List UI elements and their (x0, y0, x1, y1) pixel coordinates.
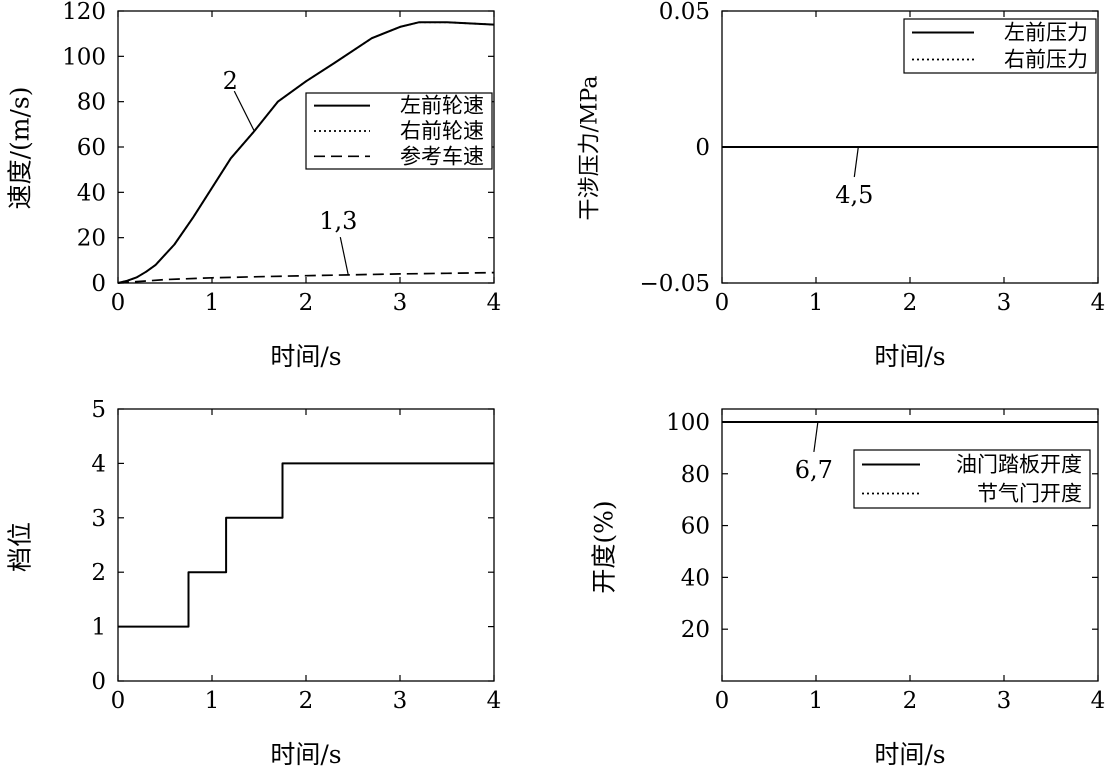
x-tick-label: 3 (997, 290, 1012, 316)
y-tick-label: 100 (62, 44, 106, 70)
y-tick-label: 80 (77, 90, 106, 116)
x-tick-label: 2 (903, 688, 918, 714)
y-tick-label: 40 (77, 180, 106, 206)
x-tick-label: 2 (299, 688, 314, 714)
y-tick-label: 60 (681, 514, 710, 540)
y-tick-label: 20 (77, 226, 106, 252)
x-tick-label: 4 (487, 290, 502, 316)
annotation-label: 2 (223, 67, 238, 95)
x-axis-label: 时间/s (270, 342, 341, 371)
y-tick-label: 4 (91, 451, 106, 477)
legend-entry: 油门踏板开度 (956, 453, 1082, 477)
y-tick-label: 0 (695, 135, 710, 161)
y-tick-label: 0 (91, 271, 106, 297)
x-axis-label: 时间/s (874, 342, 945, 371)
legend-entry: 左前压力 (1004, 21, 1088, 45)
y-tick-label: 5 (91, 397, 106, 423)
y-axis-label: 档位 (6, 522, 35, 572)
panel-bottom-left: 0 1 2 3 4 0 1 2 3 4 5 时间/s 档位 (6, 397, 502, 769)
x-tick-label: 1 (205, 290, 220, 316)
y-tick-label: −0.05 (640, 271, 710, 297)
y-axis-label: 干涉压力/MPa (578, 76, 603, 221)
x-axis-label: 时间/s (270, 740, 341, 769)
series-line-2 (117, 21, 495, 284)
x-tick-label: 1 (809, 688, 824, 714)
y-tick-label: 100 (666, 410, 710, 436)
y-tick-label: 3 (91, 506, 106, 532)
x-axis-label: 时间/s (874, 740, 945, 769)
legend-entry: 右前压力 (1004, 48, 1088, 72)
annotation-leader (813, 421, 819, 453)
annotation-leader (853, 146, 859, 178)
annotation-label: 6,7 (795, 456, 833, 484)
x-tick-label: 2 (299, 290, 314, 316)
x-tick-label: 4 (1091, 688, 1106, 714)
legend-entry: 节气门开度 (977, 482, 1082, 506)
y-tick-label: 0 (91, 669, 106, 695)
plot-frame (117, 408, 495, 682)
y-tick-label: 1 (91, 615, 106, 641)
y-tick-label: 2 (91, 560, 106, 586)
annotation-label: 4,5 (835, 181, 873, 209)
x-tick-label: 1 (809, 290, 824, 316)
y-tick-label: 40 (681, 565, 710, 591)
legend-entry: 右前轮速 (400, 119, 484, 143)
x-tick-label: 0 (715, 688, 730, 714)
x-tick-label: 0 (111, 688, 126, 714)
y-axis-label: 开度(%) (590, 500, 619, 593)
y-tick-label: 0.05 (659, 0, 710, 25)
x-tick-label: 0 (111, 290, 126, 316)
x-tick-label: 2 (903, 290, 918, 316)
legend-box (853, 449, 1091, 509)
x-tick-label: 4 (1091, 290, 1106, 316)
x-tick-label: 4 (487, 688, 502, 714)
y-axis-label: 速度/(m/s) (6, 87, 35, 210)
series-line-1 (118, 462, 494, 628)
x-tick-label: 0 (715, 290, 730, 316)
annotation-leader (339, 236, 349, 276)
annotation-label: 1,3 (319, 207, 357, 235)
x-tick-label: 3 (393, 290, 408, 316)
legend-entry: 左前轮速 (400, 94, 484, 118)
legend-entry: 参考车速 (400, 144, 484, 168)
annotation-leader (233, 90, 255, 132)
y-tick-label: 80 (681, 462, 710, 488)
y-tick-label: 60 (77, 135, 106, 161)
legend-box (903, 18, 1097, 74)
y-tick-label: 20 (681, 617, 710, 643)
y-tick-label: 120 (62, 0, 106, 25)
x-tick-label: 3 (997, 688, 1012, 714)
series-line-3 (117, 271, 495, 284)
x-tick-label: 3 (393, 688, 408, 714)
x-tick-label: 1 (205, 688, 220, 714)
